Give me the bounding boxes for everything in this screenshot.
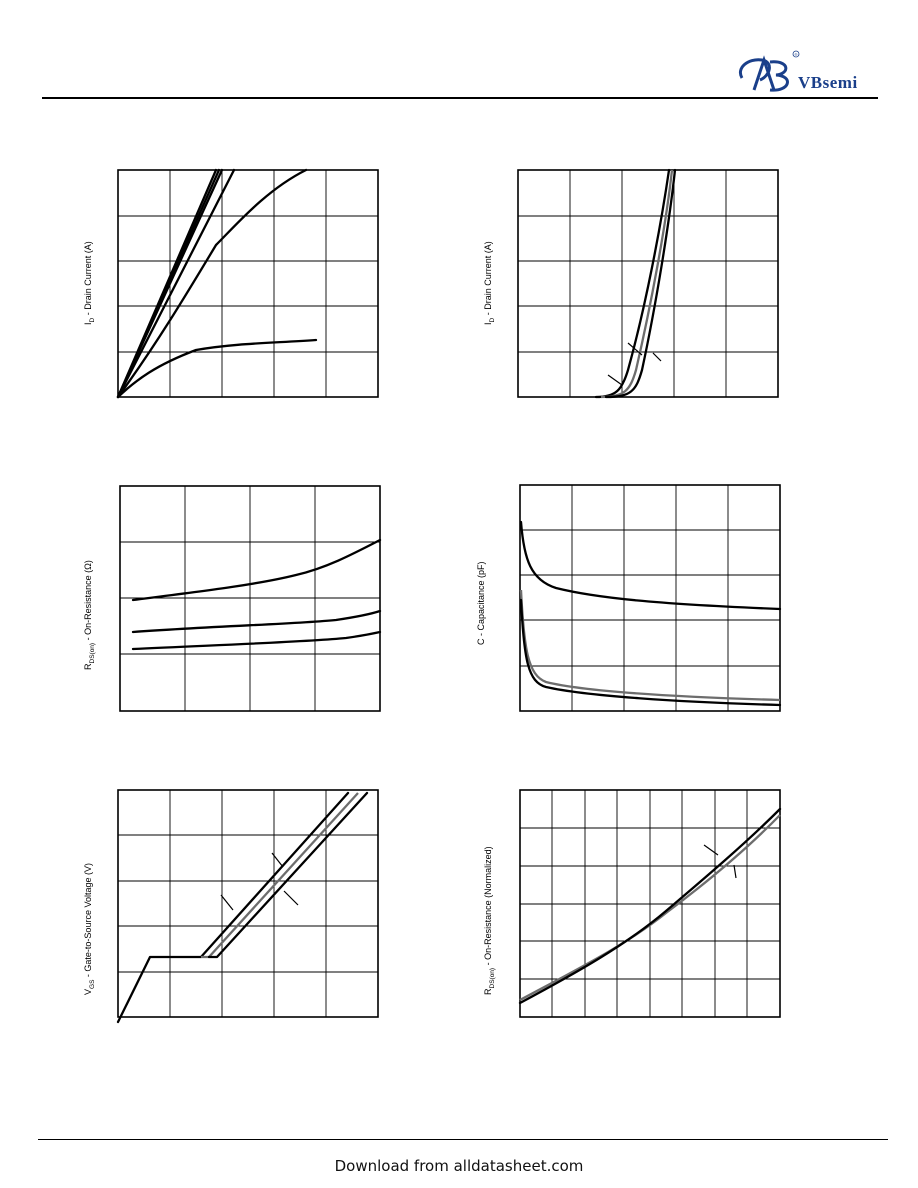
y-axis-label: ID - Drain Current (A)	[83, 241, 96, 325]
y-axis-label: C - Capacitance (pF)	[476, 561, 486, 645]
y-axis-label: RDS(on) - On-Resistance (Ω)	[83, 560, 96, 670]
plot-frame	[119, 485, 381, 712]
plot-frame	[117, 789, 379, 1018]
curve-set	[519, 520, 782, 707]
normalized-on-resistance-chart: RDS(on) - On-Resistance (Normalized)	[483, 789, 782, 1018]
plot-frame	[519, 789, 781, 1018]
gate-charge-chart: VGS - Gate-to-Source Voltage (V)	[83, 789, 379, 1024]
grid	[520, 790, 780, 1017]
grid	[120, 486, 380, 711]
output-characteristics-chart: ID - Drain Current (A)	[83, 168, 379, 399]
transfer-characteristics-chart: ID - Drain Current (A)	[483, 168, 779, 399]
plot-frame	[517, 169, 779, 398]
grid	[520, 485, 780, 711]
footer-rule	[38, 1139, 888, 1140]
header-rule	[42, 97, 878, 99]
grid	[518, 170, 778, 397]
registered-mark: ®	[795, 52, 798, 57]
grid	[118, 170, 378, 397]
curve-set	[131, 538, 382, 651]
curve-set	[116, 791, 369, 1024]
on-resistance-chart: RDS(on) - On-Resistance (Ω)	[83, 485, 382, 712]
y-axis-label: ID - Drain Current (A)	[483, 241, 496, 325]
grid	[118, 790, 378, 1017]
footer-text: Download from alldatasheet.com	[334, 1157, 584, 1175]
brand-name: VBsemi	[798, 73, 858, 92]
curve-set	[518, 807, 782, 1005]
plot-frame	[117, 169, 379, 398]
brand-logo: ®	[734, 50, 884, 96]
y-axis-label: VGS - Gate-to-Source Voltage (V)	[83, 863, 96, 995]
vb-logo-icon: ®	[739, 50, 800, 92]
capacitance-chart: C - Capacitance (pF)	[476, 484, 782, 712]
curve-set	[594, 168, 677, 399]
curve-set	[116, 168, 318, 399]
plot-frame	[519, 484, 781, 712]
y-axis-label: RDS(on) - On-Resistance (Normalized)	[483, 846, 496, 995]
